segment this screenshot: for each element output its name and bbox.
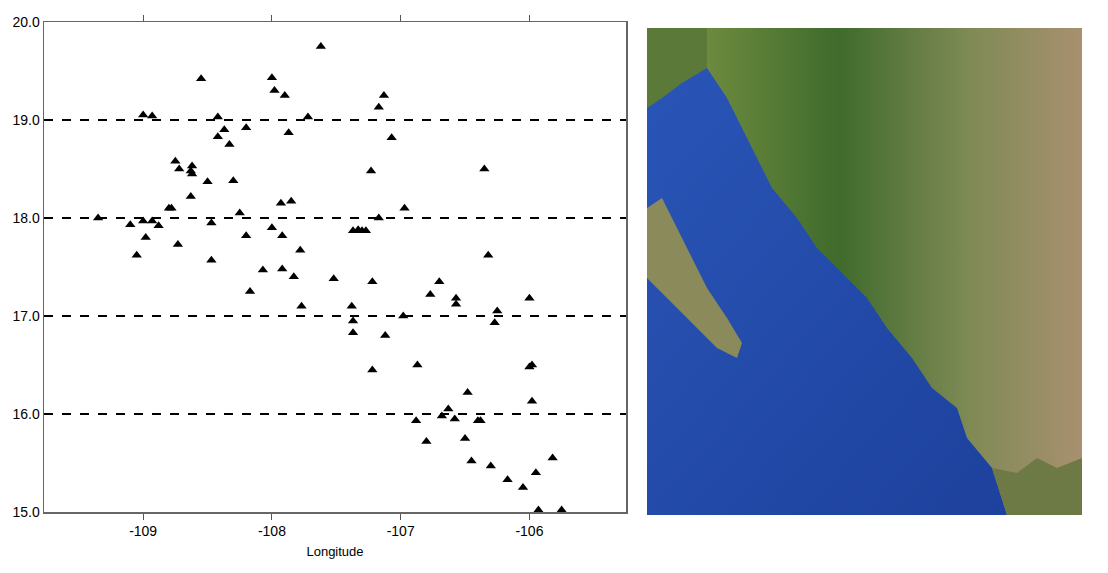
- svg-text:Longitude: Longitude: [306, 544, 363, 559]
- svg-text:-106: -106: [515, 523, 543, 539]
- svg-text:16.0: 16.0: [12, 406, 39, 422]
- svg-text:-109: -109: [129, 523, 157, 539]
- svg-text:15.0: 15.0: [12, 504, 39, 520]
- svg-text:17.0: 17.0: [12, 308, 39, 324]
- svg-text:18.0: 18.0: [12, 210, 39, 226]
- svg-text:-108: -108: [258, 523, 286, 539]
- svg-text:-107: -107: [387, 523, 415, 539]
- svg-text:19.0: 19.0: [12, 112, 39, 128]
- svg-text:20.0: 20.0: [12, 14, 39, 30]
